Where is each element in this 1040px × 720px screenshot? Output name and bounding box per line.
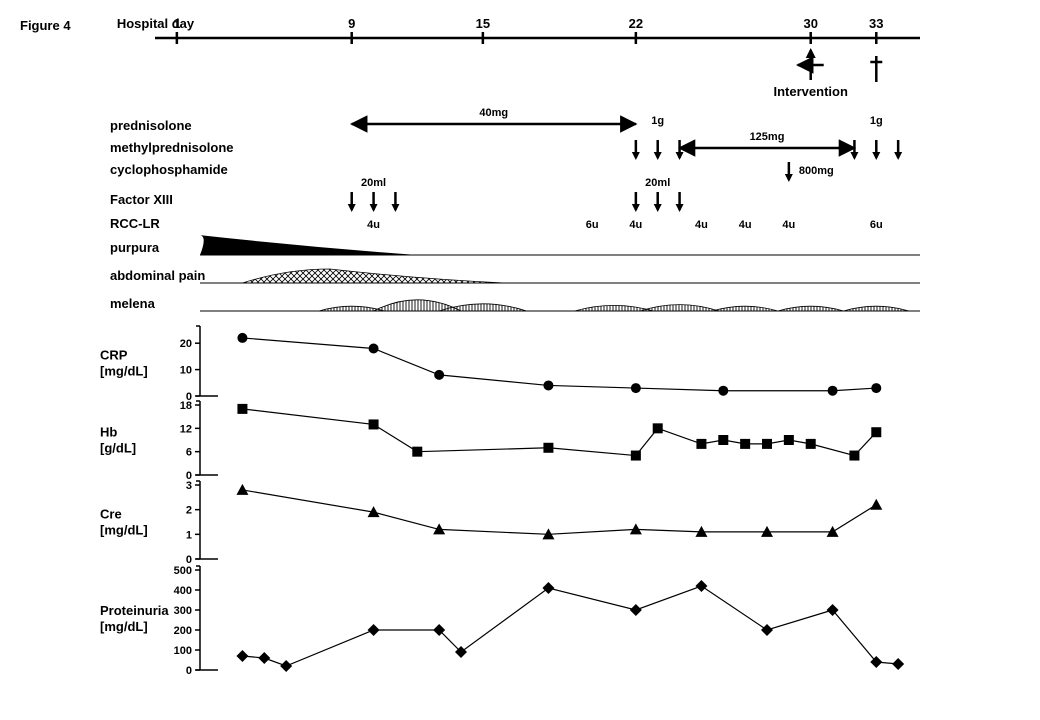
svg-text:RCC-LR: RCC-LR	[110, 216, 160, 231]
clinical-course-figure: Figure 4Hospital day1915223033Interventi…	[0, 0, 1040, 720]
svg-text:40mg: 40mg	[479, 107, 508, 119]
svg-text:Hb: Hb	[100, 425, 117, 440]
svg-text:200: 200	[174, 625, 192, 637]
svg-text:300: 300	[174, 605, 192, 617]
svg-text:800mg: 800mg	[799, 165, 834, 177]
svg-text:4u: 4u	[782, 219, 795, 231]
hb-chart: 061218Hb[g/dL]	[100, 400, 881, 482]
svg-text:4u: 4u	[739, 219, 752, 231]
svg-text:6u: 6u	[586, 219, 599, 231]
svg-text:22: 22	[629, 16, 643, 31]
proteinuria-chart: 0 100 200 300 400 500 Proteinuria[mg/dL]	[100, 565, 904, 677]
svg-text:125mg: 125mg	[750, 131, 785, 143]
svg-text:6u: 6u	[870, 219, 883, 231]
svg-text:CRP: CRP	[100, 348, 128, 363]
svg-text:[g/dL]: [g/dL]	[100, 441, 136, 456]
svg-text:15: 15	[476, 16, 490, 31]
svg-text:12: 12	[180, 423, 192, 435]
svg-text:20: 20	[180, 338, 192, 350]
svg-text:500: 500	[174, 565, 192, 577]
svg-text:20ml: 20ml	[645, 177, 670, 189]
svg-text:purpura: purpura	[110, 240, 160, 255]
svg-text:prednisolone: prednisolone	[110, 118, 192, 133]
svg-text:melena: melena	[110, 296, 156, 311]
svg-text:4u: 4u	[367, 219, 380, 231]
svg-text:0: 0	[186, 665, 192, 677]
cre-chart: 0123Cre[mg/dL]	[100, 480, 882, 566]
svg-text:400: 400	[174, 585, 192, 597]
svg-text:18: 18	[180, 400, 192, 412]
svg-text:1: 1	[186, 529, 192, 541]
svg-text:2: 2	[186, 505, 192, 517]
svg-text:4u: 4u	[695, 219, 708, 231]
svg-text:[mg/dL]: [mg/dL]	[100, 522, 148, 537]
svg-text:1g: 1g	[870, 115, 883, 127]
svg-text:1: 1	[173, 16, 180, 31]
hospital-day-label: Hospital day	[117, 16, 195, 31]
svg-text:33: 33	[869, 16, 883, 31]
purpura-band	[199, 235, 418, 255]
svg-text:3: 3	[186, 480, 192, 492]
svg-text:9: 9	[348, 16, 355, 31]
svg-text:1g: 1g	[651, 115, 664, 127]
svg-text:Proteinuria: Proteinuria	[100, 603, 169, 618]
svg-text:4u: 4u	[629, 219, 642, 231]
abdominal-band	[242, 269, 504, 283]
intervention-label: Intervention	[774, 84, 848, 99]
svg-text:abdominal pain: abdominal pain	[110, 268, 205, 283]
figure-title: Figure 4	[20, 18, 71, 33]
svg-text:100: 100	[174, 645, 192, 657]
svg-text:cyclophosphamide: cyclophosphamide	[110, 162, 228, 177]
svg-text:Cre: Cre	[100, 506, 122, 521]
svg-text:[mg/dL]: [mg/dL]	[100, 364, 148, 379]
crp-chart: 01020CRP[mg/dL]	[100, 326, 881, 403]
svg-text:20ml: 20ml	[361, 177, 386, 189]
svg-text:[mg/dL]: [mg/dL]	[100, 619, 148, 634]
svg-text:10: 10	[180, 365, 192, 377]
svg-text:Factor XIII: Factor XIII	[110, 192, 173, 207]
svg-text:6: 6	[186, 447, 192, 459]
svg-text:methylprednisolone: methylprednisolone	[110, 140, 234, 155]
svg-text:30: 30	[803, 16, 817, 31]
